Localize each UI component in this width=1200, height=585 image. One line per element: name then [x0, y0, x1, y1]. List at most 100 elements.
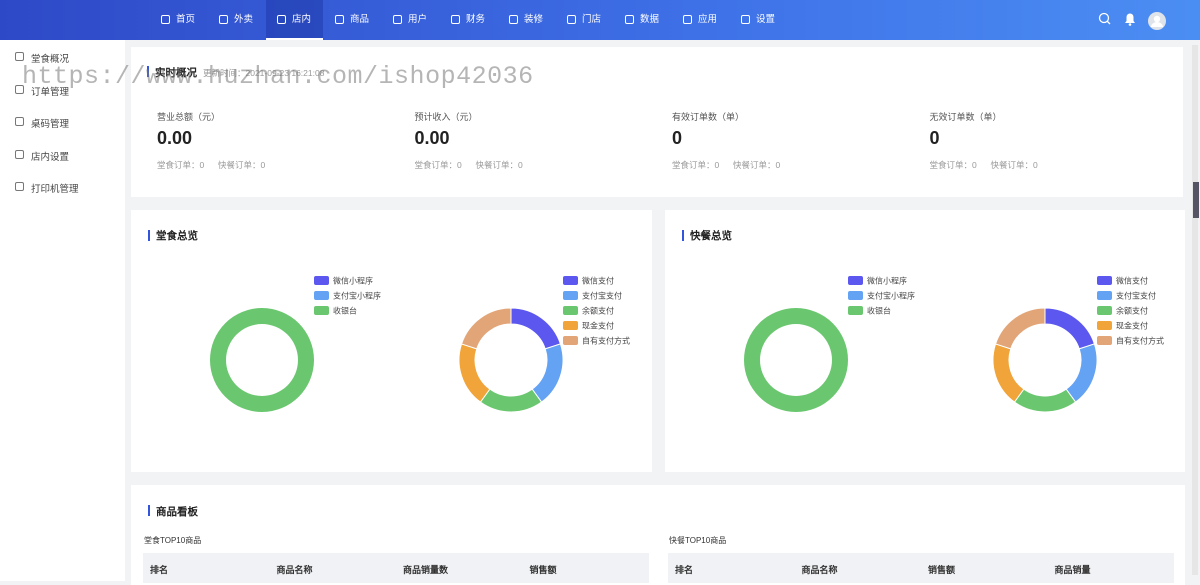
nav-item[interactable]: 财务	[440, 0, 497, 40]
stat-value: 0.00	[414, 128, 450, 148]
side-icon	[15, 84, 24, 94]
stat-sub: 堂食订单：0	[157, 160, 205, 170]
legend-swatch	[314, 291, 329, 300]
overview-card: 实时概况 更新时间：2021-09-23 16:21:08 营业总额（元） 0.0…	[131, 47, 1183, 197]
nav-item[interactable]: 数据	[614, 0, 671, 40]
pie-slice	[744, 308, 848, 412]
panel-title: 堂食总览	[156, 229, 198, 242]
nav-icon	[509, 15, 518, 24]
pie-slice	[479, 388, 543, 413]
legend-swatch	[563, 291, 578, 300]
nav-icon	[683, 15, 692, 24]
pie-slice	[992, 343, 1025, 403]
nav-item[interactable]: 店内	[266, 0, 324, 40]
pie-slice	[1013, 388, 1077, 413]
stat-value: 0	[672, 128, 683, 148]
legend-label: 支付宝小程序	[333, 291, 381, 301]
legend-swatch	[563, 306, 578, 315]
scrollbar	[1192, 45, 1198, 575]
legend-label: 微信支付	[1116, 276, 1148, 286]
stat-sub: 快餐订单：0	[218, 160, 266, 170]
column-header: 销售额	[928, 565, 956, 575]
scroll-thumb	[1193, 182, 1199, 218]
watermark: https://www.huzhan.com/ishop42036	[22, 62, 534, 91]
legend-swatch	[1097, 276, 1112, 285]
pie-slice	[460, 307, 512, 350]
legend-swatch	[314, 306, 329, 315]
legend-swatch	[563, 336, 578, 345]
legend-label: 支付宝小程序	[867, 291, 915, 301]
card-title: 商品看板	[148, 505, 198, 518]
nav-item[interactable]: 应用	[672, 0, 729, 40]
legend-swatch	[314, 276, 329, 285]
column-header: 销售额	[529, 565, 557, 575]
side-item[interactable]: 店内设置	[15, 149, 69, 163]
column-header: 商品名称	[276, 565, 313, 575]
stat-label: 营业总额（元）	[157, 112, 221, 122]
nav-item[interactable]: 首页	[150, 0, 207, 40]
nav-item[interactable]: 外卖	[208, 0, 265, 40]
nav-icon	[451, 15, 460, 24]
stat-label: 预计收入（元）	[414, 112, 478, 122]
nav-item[interactable]: 门店	[556, 0, 613, 40]
nav-icon	[161, 15, 170, 24]
table-header	[143, 553, 649, 583]
sidebar: 堂食概况订单管理桌码管理店内设置打印机管理	[0, 40, 125, 581]
nav-icon	[741, 15, 750, 24]
side-item[interactable]: 桌码管理	[15, 116, 69, 130]
side-item[interactable]: 订单管理	[15, 84, 69, 98]
side-icon	[15, 149, 24, 159]
goods-card: 商品看板 堂食TOP10商品 排名 商品名称 商品销量数 销售额 快餐TOP10商品 排名 商…	[131, 485, 1185, 585]
pie-slice	[994, 307, 1046, 350]
legend-label: 收银台	[867, 306, 891, 316]
stat-sub: 堂食订单：0	[414, 160, 462, 170]
legend-label: 微信小程序	[867, 276, 907, 286]
stat-value: 0.00	[157, 128, 193, 148]
table-title: 堂食TOP10商品	[144, 536, 202, 545]
nav-item[interactable]: 装修	[498, 0, 555, 40]
legend-label: 余额支付	[582, 306, 614, 316]
side-icon	[15, 52, 24, 61]
title-bar	[148, 230, 150, 241]
column-header: 商品销量数	[403, 565, 449, 575]
nav-item[interactable]: 设置	[730, 0, 787, 40]
legend-swatch	[848, 291, 863, 300]
pie-slice	[531, 343, 564, 403]
stat-sub: 快餐订单：0	[733, 160, 781, 170]
legend-label: 自有支付方式	[1116, 336, 1164, 346]
column-header: 排名	[675, 565, 694, 575]
column-header: 商品名称	[801, 565, 838, 575]
legend-label: 微信小程序	[333, 276, 373, 286]
legend-label: 支付宝支付	[582, 291, 622, 301]
legend-label: 自有支付方式	[582, 336, 630, 346]
legend-swatch	[563, 321, 578, 330]
legend-label: 余额支付	[1116, 306, 1148, 316]
side-icon	[15, 117, 24, 126]
pie-slice	[1065, 343, 1098, 403]
side-item[interactable]: 堂食概况	[15, 51, 69, 65]
stat-label: 有效订单数（单）	[672, 112, 745, 122]
nav-icon	[277, 15, 286, 24]
nav-icon	[219, 15, 228, 24]
title-bar	[682, 230, 684, 241]
pie-slice	[458, 343, 491, 403]
side-icon	[15, 182, 24, 191]
stat-label: 无效订单数（单）	[929, 112, 1002, 122]
stat-value: 0	[929, 128, 940, 148]
legend-swatch	[1097, 306, 1112, 315]
stat-sub: 快餐订单：0	[475, 160, 523, 170]
legend-label: 支付宝支付	[1116, 291, 1156, 301]
legend-swatch	[848, 276, 863, 285]
table-title: 快餐TOP10商品	[669, 536, 727, 545]
pie-slice	[510, 307, 562, 350]
nav-item[interactable]: 用户	[382, 0, 439, 40]
nav-icon	[335, 15, 344, 24]
card-title: 实时概况	[147, 66, 197, 79]
legend-label: 现金支付	[582, 321, 614, 331]
nav-item[interactable]: 商品	[324, 0, 381, 40]
update-time: 更新时间：2021-09-23 16:21:08	[203, 68, 325, 78]
legend-swatch	[848, 306, 863, 315]
legend-swatch	[1097, 336, 1112, 345]
side-item[interactable]: 打印机管理	[15, 181, 79, 195]
